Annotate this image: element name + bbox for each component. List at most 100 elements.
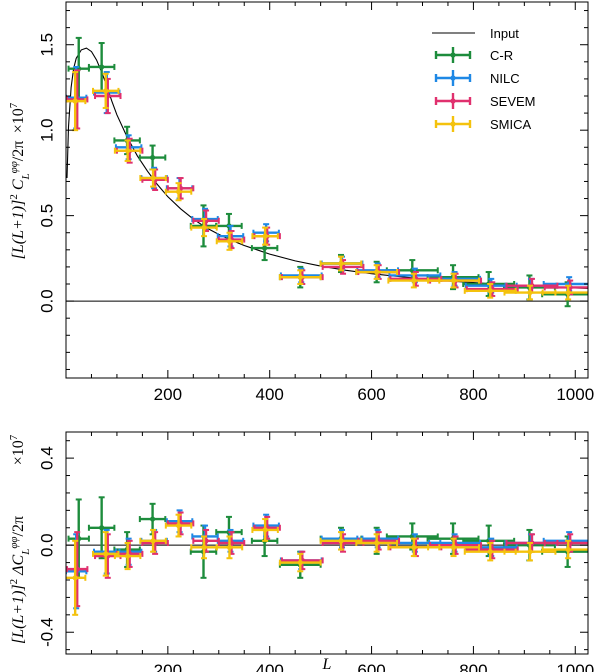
top-point-sevem-0 <box>66 69 89 130</box>
top-panel: 200 400 600 800 1000 0.0 0.5 1.0 1.5 Input C-R NI… <box>8 1 594 404</box>
bottom-point-smica-8 <box>278 552 322 573</box>
top-point-smica-9 <box>319 255 363 272</box>
top-y-label-sup: 2 <box>8 194 20 200</box>
legend-label-c-r: C-R <box>490 48 513 63</box>
top-point-sevem-1 <box>94 77 122 115</box>
top-marker-smica-13 <box>487 288 493 294</box>
top-y-scale-base: ×10 <box>10 108 27 133</box>
top-marker-smica-15 <box>565 289 571 296</box>
legend: Input C-R NILC SEVEM SMICA <box>432 26 536 132</box>
bottom-point-sevem-0 <box>66 531 89 608</box>
top-xtick-label-800: 800 <box>459 385 487 404</box>
bottom-point-smica-9 <box>319 531 363 551</box>
top-point-smica-5 <box>190 218 218 238</box>
bottom-marker-smica-4 <box>175 522 182 529</box>
bottom-point-smica-0 <box>66 539 87 616</box>
top-point-smica-3 <box>139 168 167 188</box>
top-point-c-r-1 <box>87 42 116 92</box>
top-ytick-label-2: 1.0 <box>37 118 56 142</box>
top-point-c-r-0 <box>67 36 90 101</box>
bottom-point-sevem-3 <box>141 531 169 555</box>
bottom-series-nilc <box>66 509 588 610</box>
bottom-y-scale-exp: 7 <box>8 434 20 440</box>
top-marker-smica-8 <box>297 274 303 280</box>
bottom-point-c-r-1 <box>87 496 116 560</box>
legend-entries: C-R NILC SEVEM SMICA <box>434 47 536 132</box>
bottom-point-smica-4 <box>164 513 193 538</box>
bottom-marker-smica-9 <box>338 538 344 544</box>
bottom-marker-smica-8 <box>297 559 303 566</box>
bottom-marker-c-r-3 <box>149 516 156 522</box>
top-ytick-label-3: 1.5 <box>37 33 56 57</box>
top-point-sevem-4 <box>166 177 195 200</box>
bottom-ytick-label-0: -0.4 <box>37 618 56 647</box>
top-ytick-label-1: 0.5 <box>37 204 56 228</box>
bottom-point-smica-2 <box>113 542 142 571</box>
legend-marker-sevem <box>450 98 456 104</box>
top-marker-smica-1 <box>103 88 109 94</box>
top-y-label-pre: [L(L+1)] <box>10 200 27 260</box>
top-ytick-label-0: 0.0 <box>37 289 56 313</box>
bottom-ytick-label-1: 0.0 <box>37 533 56 557</box>
bottom-marker-smica-11 <box>411 544 417 550</box>
bottom-marker-smica-3 <box>150 538 156 544</box>
legend-label-smica: SMICA <box>490 117 532 132</box>
bottom-xtick-label-800: 800 <box>459 661 487 672</box>
bottom-point-smica-7 <box>251 518 279 542</box>
bottom-point-sevem-4 <box>166 511 195 536</box>
bottom-marker-c-r-1 <box>99 525 105 531</box>
top-xtick-label-1000: 1000 <box>556 385 594 404</box>
top-point-smica-12 <box>427 272 481 289</box>
bottom-marker-smica-12 <box>450 544 457 550</box>
top-point-smica-2 <box>113 139 142 162</box>
top-xtick-label-200: 200 <box>154 385 182 404</box>
x-axis-label: L <box>322 656 332 672</box>
bottom-xtick-label-1000: 1000 <box>556 661 594 672</box>
bottom-marker-smica-13 <box>487 549 493 555</box>
top-point-smica-8 <box>278 269 322 285</box>
bottom-axis-ticks: 200 400 600 800 1000 -0.4 0.0 0.4 <box>37 432 594 672</box>
top-marker-smica-0 <box>72 98 78 104</box>
bottom-marker-smica-15 <box>565 546 571 553</box>
legend-label-input: Input <box>490 26 519 41</box>
top-marker-smica-2 <box>125 148 131 154</box>
top-series-smica <box>66 71 588 301</box>
top-point-smica-1 <box>91 72 120 109</box>
top-point-smica-6 <box>215 231 244 251</box>
top-marker-smica-4 <box>175 189 182 195</box>
bottom-plot-area <box>66 496 588 616</box>
top-xtick-label-600: 600 <box>357 385 385 404</box>
bottom-point-smica-14 <box>503 542 557 562</box>
bottom-point-c-r-0 <box>67 498 90 579</box>
bottom-marker-smica-0 <box>72 575 78 581</box>
bottom-marker-smica-2 <box>125 553 131 559</box>
bottom-y-label-sup: 2 <box>8 579 20 585</box>
bottom-marker-smica-5 <box>201 544 207 550</box>
bottom-y-scale-label: ×107 <box>8 434 27 465</box>
top-y-scale-label: ×107 <box>8 102 27 133</box>
bottom-marker-smica-14 <box>527 549 533 555</box>
legend-marker-smica <box>450 121 456 127</box>
bottom-ytick-label-2: 0.4 <box>37 446 56 470</box>
bottom-point-sevem-2 <box>115 539 144 568</box>
top-plot-frame <box>65 1 589 379</box>
top-point-smica-0 <box>66 71 87 132</box>
top-y-label-post: /2π <box>10 141 27 162</box>
bottom-panel: 200 400 600 800 1000-0.40.00.4 [L(L+1)]2 ΔCL… <box>8 431 594 672</box>
bottom-point-smica-6 <box>215 535 244 560</box>
bottom-series-smica <box>66 513 588 616</box>
top-marker-smica-12 <box>450 277 457 284</box>
top-xtick-label-400: 400 <box>256 385 284 404</box>
bottom-marker-smica-1 <box>103 551 109 557</box>
bottom-plot-frame <box>65 431 589 655</box>
bottom-point-sevem-7 <box>253 515 281 540</box>
top-marker-c-r-3 <box>149 154 156 161</box>
bottom-point-sevem-6 <box>217 531 246 555</box>
bottom-marker-smica-7 <box>262 527 268 533</box>
top-marker-smica-5 <box>201 225 207 231</box>
top-clipped-content <box>66 36 588 308</box>
bottom-xtick-label-600: 600 <box>357 661 385 672</box>
bottom-point-smica-10 <box>355 533 399 553</box>
top-y-label-sub: L <box>20 173 32 180</box>
